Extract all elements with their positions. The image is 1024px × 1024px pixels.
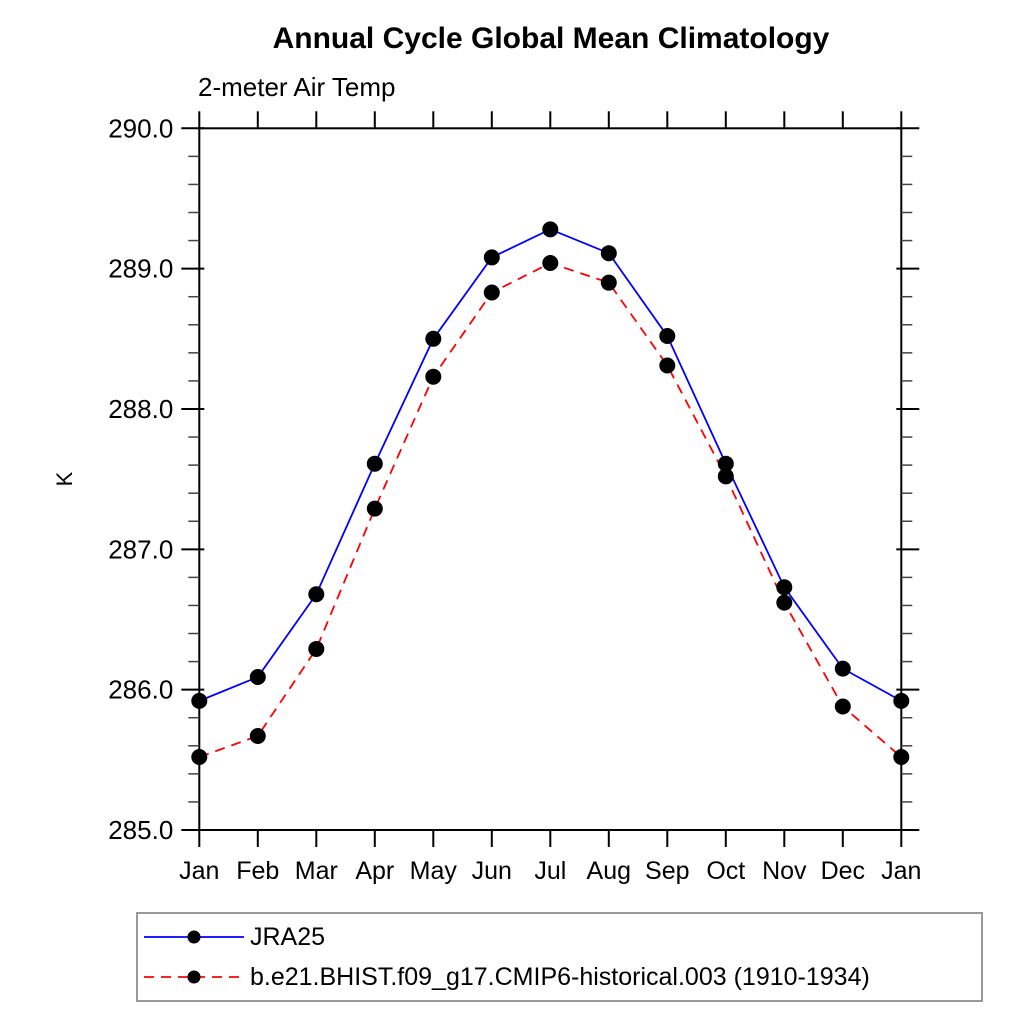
chart-title: Annual Cycle Global Mean Climatology bbox=[272, 22, 830, 55]
data-point-marker bbox=[834, 698, 851, 715]
data-point-marker bbox=[483, 249, 500, 266]
data-point-marker bbox=[308, 586, 325, 603]
data-point-marker bbox=[191, 692, 208, 709]
legend-line-sample-icon bbox=[144, 930, 244, 944]
x-tick-label: Dec bbox=[821, 857, 865, 885]
legend-label: b.e21.BHIST.f09_g17.CMIP6-historical.003… bbox=[250, 962, 870, 991]
x-tick-label: Sep bbox=[645, 857, 689, 885]
data-point-marker bbox=[425, 330, 442, 347]
x-tick-label: May bbox=[410, 857, 458, 885]
chart-subtitle: 2-meter Air Temp bbox=[198, 72, 396, 102]
legend-label: JRA25 bbox=[250, 922, 326, 951]
x-tick-label: Feb bbox=[236, 857, 279, 885]
legend-item-jra25: JRA25 bbox=[142, 918, 981, 956]
data-point-marker bbox=[425, 368, 442, 385]
legend-marker-dot bbox=[187, 970, 201, 984]
data-point-marker bbox=[659, 357, 676, 374]
data-point-marker bbox=[191, 749, 208, 766]
data-point-marker bbox=[776, 594, 793, 611]
data-point-marker bbox=[483, 284, 500, 301]
data-point-marker bbox=[366, 500, 383, 517]
y-tick-label: 289.0 bbox=[108, 254, 173, 284]
data-point-marker bbox=[776, 579, 793, 596]
legend-item-cesm: b.e21.BHIST.f09_g17.CMIP6-historical.003… bbox=[142, 958, 981, 996]
data-point-marker bbox=[366, 455, 383, 472]
x-tick-label: Jan bbox=[881, 857, 921, 885]
data-point-marker bbox=[249, 669, 266, 686]
x-tick-label: Jun bbox=[472, 857, 512, 885]
data-point-marker bbox=[308, 640, 325, 657]
x-tick-label: Jul bbox=[534, 857, 566, 885]
legend-box: JRA25 b.e21.BHIST.f09_g17.CMIP6-historic… bbox=[136, 912, 983, 1002]
data-point-marker bbox=[717, 468, 734, 485]
data-point-marker bbox=[600, 245, 617, 262]
data-point-marker bbox=[834, 660, 851, 677]
series-line-1 bbox=[198, 262, 902, 758]
x-tick-label: Nov bbox=[762, 857, 807, 885]
x-tick-label: Mar bbox=[295, 857, 338, 885]
data-point-marker bbox=[542, 255, 559, 272]
series-line-0 bbox=[198, 228, 902, 702]
legend-line-sample-icon bbox=[144, 970, 244, 984]
x-tick-label: Aug bbox=[587, 857, 631, 885]
data-point-marker bbox=[249, 727, 266, 744]
data-point-marker bbox=[893, 749, 910, 766]
y-tick-label: 288.0 bbox=[108, 394, 173, 424]
y-tick-label: 287.0 bbox=[108, 534, 173, 564]
y-tick-label: 286.0 bbox=[108, 675, 173, 705]
data-point-marker bbox=[600, 274, 617, 291]
y-tick-label: 285.0 bbox=[108, 815, 173, 845]
x-tick-label: Apr bbox=[355, 857, 394, 885]
x-tick-label: Jan bbox=[179, 857, 219, 885]
data-point-marker bbox=[542, 221, 559, 238]
data-point-marker bbox=[717, 455, 734, 472]
legend-marker-dot bbox=[187, 930, 201, 944]
data-point-marker bbox=[659, 328, 676, 345]
y-tick-label: 290.0 bbox=[108, 113, 173, 143]
data-point-marker bbox=[893, 692, 910, 709]
x-tick-label: Oct bbox=[706, 857, 745, 885]
